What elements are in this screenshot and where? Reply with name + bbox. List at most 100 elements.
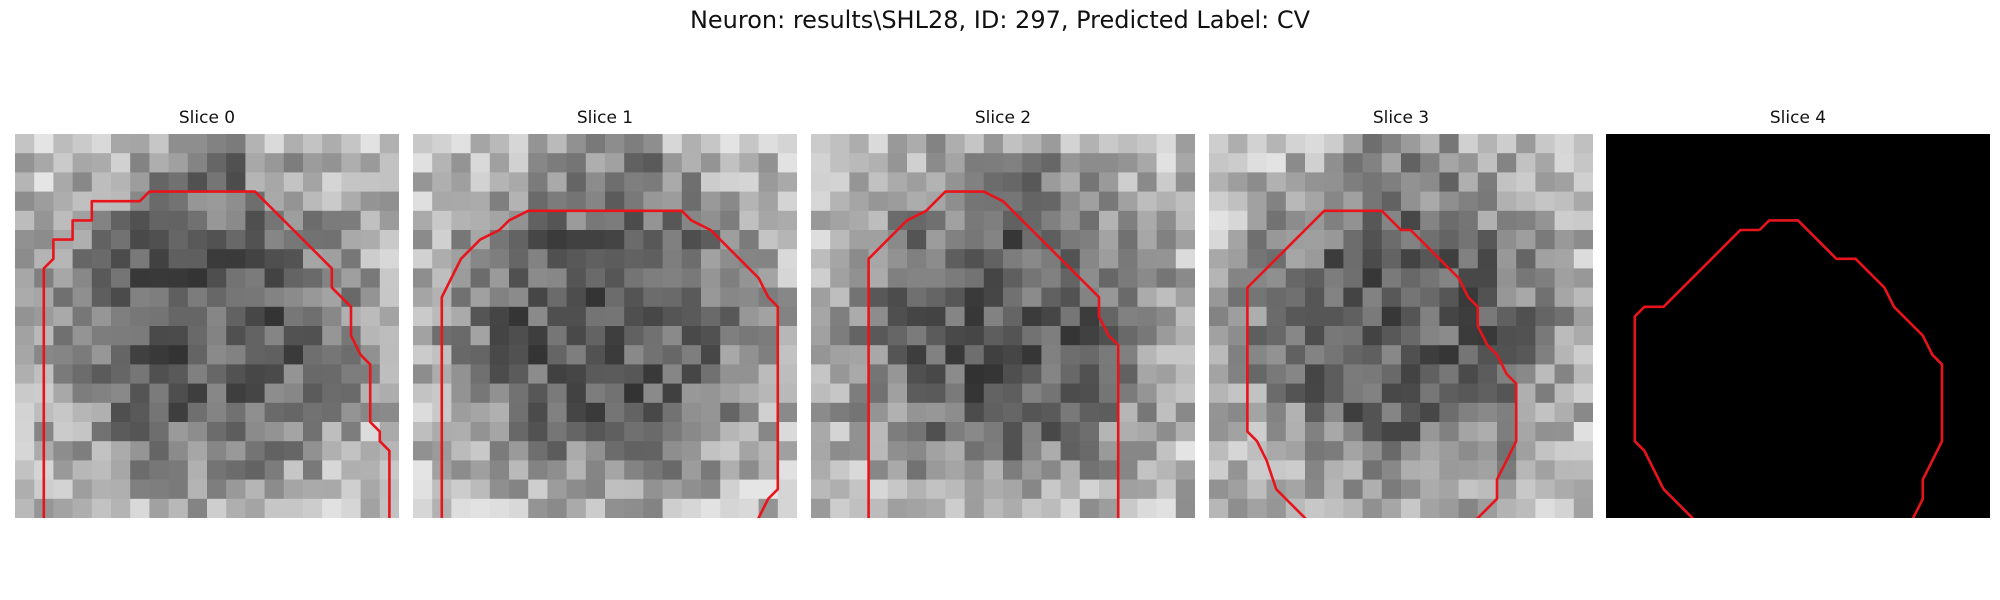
image-pixel <box>1247 326 1268 346</box>
image-pixel <box>283 383 304 404</box>
image-pixel <box>264 153 285 173</box>
image-pixel <box>509 153 529 173</box>
image-pixel <box>777 191 797 212</box>
image-pixel <box>1099 402 1119 423</box>
image-pixel <box>830 383 850 404</box>
image-pixel <box>1458 191 1479 212</box>
image-pixel <box>1516 345 1536 365</box>
image-pixel <box>701 422 721 442</box>
image-pixel <box>662 249 683 269</box>
image-pixel <box>1266 268 1287 289</box>
image-pixel <box>1516 402 1536 423</box>
image-pixel <box>1305 441 1325 461</box>
image-pixel <box>1003 153 1023 173</box>
image-pixel <box>322 460 342 481</box>
image-pixel <box>849 134 870 154</box>
image-pixel <box>585 134 606 154</box>
image-pixel <box>1343 479 1364 500</box>
image-pixel <box>1099 345 1119 365</box>
image-pixel <box>168 230 189 250</box>
image-pixel <box>1041 402 1062 423</box>
image-pixel <box>964 498 985 518</box>
image-pixel <box>451 153 472 173</box>
image-pixel <box>168 460 189 481</box>
image-pixel <box>1477 287 1498 308</box>
image-pixel <box>1099 134 1119 154</box>
image-pixel <box>187 210 208 231</box>
image-pixel <box>624 134 644 154</box>
image-pixel <box>1022 345 1042 365</box>
image-pixel <box>585 172 606 193</box>
image-pixel <box>983 230 1004 250</box>
image-pixel <box>907 345 927 365</box>
image-pixel <box>413 287 433 308</box>
image-pixel <box>758 306 779 327</box>
image-pixel <box>283 268 304 289</box>
image-pixel <box>470 479 491 500</box>
image-pixel <box>681 345 702 365</box>
image-pixel <box>1228 268 1248 289</box>
image-pixel <box>1362 479 1383 500</box>
image-pixel <box>739 249 760 269</box>
image-pixel <box>111 172 131 193</box>
image-pixel <box>983 172 1004 193</box>
image-pixel <box>1137 402 1158 423</box>
image-pixel <box>964 268 985 289</box>
image-pixel <box>130 172 150 193</box>
image-pixel <box>887 249 908 269</box>
image-pixel <box>662 172 683 193</box>
image-pixel <box>130 134 150 154</box>
image-pixel <box>887 460 908 481</box>
image-pixel <box>1362 249 1383 269</box>
image-pixel <box>1362 191 1383 212</box>
image-pixel <box>1439 345 1460 365</box>
image-pixel <box>1458 306 1479 327</box>
image-pixel <box>15 249 35 269</box>
image-pixel <box>303 402 323 423</box>
image-pixel <box>1573 268 1593 289</box>
image-pixel <box>777 134 797 154</box>
image-pixel <box>528 249 548 269</box>
image-pixel <box>1060 345 1081 365</box>
image-pixel <box>1554 441 1575 461</box>
image-pixel <box>1554 460 1575 481</box>
image-pixel <box>34 172 54 193</box>
image-pixel <box>1554 402 1575 423</box>
image-pixel <box>758 153 779 173</box>
image-pixel <box>187 191 208 212</box>
image-pixel <box>849 326 870 346</box>
image-pixel <box>624 153 644 173</box>
image-pixel <box>509 422 529 442</box>
image-pixel <box>489 134 510 154</box>
image-pixel <box>1137 498 1158 518</box>
image-pixel <box>585 306 606 327</box>
image-pixel <box>1266 191 1287 212</box>
image-pixel <box>1362 306 1383 327</box>
image-pixel <box>91 306 112 327</box>
image-pixel <box>681 364 702 385</box>
image-pixel <box>983 268 1004 289</box>
image-pixel <box>1477 306 1498 327</box>
image-pixel <box>470 402 491 423</box>
image-pixel <box>887 498 908 518</box>
image-pixel <box>489 383 510 404</box>
image-pixel <box>226 460 246 481</box>
image-pixel <box>1266 364 1287 385</box>
image-pixel <box>739 345 760 365</box>
image-pixel <box>1305 326 1325 346</box>
image-pixel <box>1477 326 1498 346</box>
image-pixel <box>964 153 985 173</box>
image-pixel <box>413 383 433 404</box>
image-pixel <box>662 364 683 385</box>
image-pixel <box>130 460 150 481</box>
image-pixel <box>1156 345 1177 365</box>
image-pixel <box>15 460 35 481</box>
image-pixel <box>1022 134 1042 154</box>
image-pixel <box>489 191 510 212</box>
image-pixel <box>605 172 625 193</box>
image-pixel <box>187 287 208 308</box>
image-pixel <box>379 402 399 423</box>
image-pixel <box>1137 191 1158 212</box>
image-pixel <box>1175 191 1195 212</box>
image-pixel <box>149 268 170 289</box>
